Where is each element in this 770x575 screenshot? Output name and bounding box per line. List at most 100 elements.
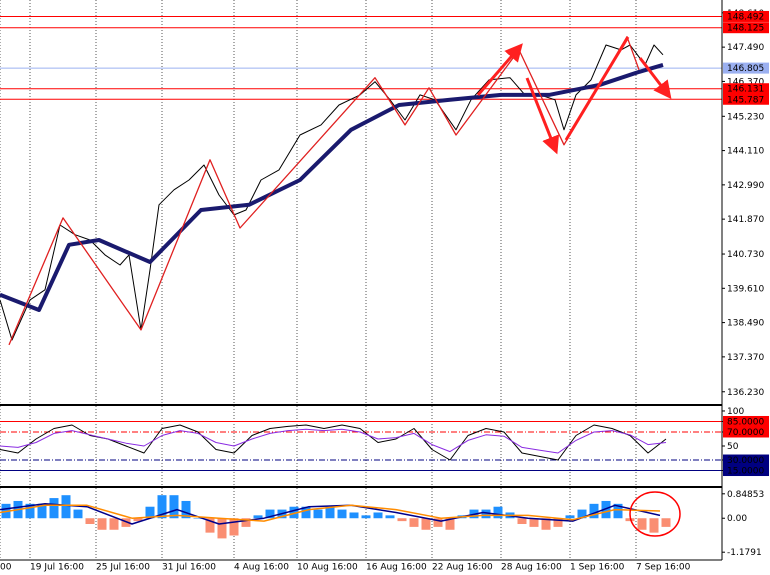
- x-tick-label: 19 Jul 16:00: [30, 563, 84, 573]
- line-series: [0, 428, 667, 454]
- level-label: 148.125: [727, 24, 764, 34]
- level-label-box: [723, 62, 769, 74]
- arrow: [564, 36, 630, 141]
- histogram-bar: [97, 518, 107, 530]
- histogram-bar: [217, 518, 227, 539]
- histogram-bar: [157, 495, 167, 519]
- arrow: [638, 57, 672, 100]
- x-axis-area: [0, 560, 722, 575]
- x-tick-label: 25 Jul 16:00: [96, 563, 150, 573]
- histogram-bar: [289, 506, 299, 519]
- x-tick-label: 16 Aug 16:00: [366, 563, 427, 573]
- y-tick-label: 50: [727, 442, 739, 452]
- y-tick-label: 0.84853: [727, 490, 764, 500]
- histogram-bar: [625, 518, 635, 522]
- level-label-box: [723, 22, 769, 34]
- y-tick-label: 140.730: [727, 250, 764, 260]
- histogram-bar: [181, 500, 191, 519]
- histogram-bar: [637, 518, 647, 530]
- y-tick-label: 30.0000: [727, 456, 764, 466]
- histogram-bar: [25, 503, 35, 519]
- histogram-bar: [409, 518, 419, 527]
- histogram-bar: [481, 509, 491, 519]
- histogram-bar: [373, 512, 383, 519]
- arrow: [476, 43, 523, 96]
- histogram-bar: [385, 515, 395, 519]
- y-tick-label: 142.990: [727, 181, 764, 191]
- x-tick-label: 10 Aug 16:00: [297, 563, 358, 573]
- level-label-box: [723, 10, 769, 22]
- annotations: [476, 36, 681, 537]
- histogram-bar: [193, 518, 203, 519]
- histogram-bar: [517, 518, 527, 524]
- histogram-bar: [361, 515, 371, 519]
- labels: 148.610147.490146.370145.230144.110142.9…: [0, 9, 769, 573]
- y-tick-label: 145.230: [727, 112, 764, 122]
- histogram-bar: [85, 518, 95, 524]
- y-tick-label: 136.230: [727, 388, 764, 398]
- histogram-bar: [37, 503, 47, 519]
- histogram-bar: [661, 518, 671, 527]
- y-tick-label: 100: [727, 407, 744, 417]
- y-tick-label: 15.0000: [727, 467, 764, 477]
- histogram-bar: [325, 506, 335, 519]
- histogram-bar: [265, 509, 275, 519]
- x-tick-label: 28 Aug 16:00: [501, 563, 562, 573]
- histogram-bar: [337, 509, 347, 519]
- x-tick-label: 7 Sep 16:00: [636, 563, 691, 573]
- histogram-bar: [109, 518, 119, 530]
- line-series: [0, 62, 664, 312]
- level-label: 146.131: [727, 85, 764, 95]
- level-label: 148.492: [727, 12, 764, 22]
- histogram-bar: [49, 498, 59, 519]
- x-tick-label: 22 Aug 16:00: [432, 563, 493, 573]
- y-tick-label: 0.00: [727, 514, 747, 524]
- histogram-bar: [421, 518, 431, 530]
- y-tick-label: -1.1791: [727, 548, 762, 558]
- histogram-bar: [205, 518, 215, 533]
- histogram-bar: [133, 518, 143, 522]
- line-series: [0, 503, 661, 525]
- x-tick-label: 31 Jul 16:00: [162, 563, 216, 573]
- histogram-bar: [541, 518, 551, 530]
- histogram-bar: [397, 518, 407, 522]
- y-tick-label: 137.370: [727, 353, 764, 363]
- histogram-bar: [253, 515, 263, 519]
- level-label: 145.787: [727, 95, 764, 105]
- histogram-bar: [529, 518, 539, 527]
- histogram-bar: [589, 503, 599, 519]
- level-label-box: [723, 465, 769, 477]
- histogram-bar: [169, 495, 179, 519]
- y-tick-label: 146.370: [727, 77, 764, 87]
- level-label-box: [723, 83, 769, 95]
- histogram-bar: [577, 509, 587, 519]
- histogram-bar: [601, 500, 611, 519]
- line-series: [0, 44, 664, 341]
- histogram-bar: [553, 518, 563, 527]
- x-tick-label: 4 Aug 16:00: [234, 563, 289, 573]
- y-tick-label: 85.0000: [727, 417, 764, 427]
- histogram-bar: [229, 518, 239, 536]
- arrow: [525, 77, 560, 155]
- histogram-bar: [301, 506, 311, 519]
- histogram-bar: [145, 506, 155, 519]
- y-tick-label: 144.110: [727, 147, 764, 157]
- histogram-bar: [445, 518, 455, 530]
- y-tick-label: 139.610: [727, 284, 764, 294]
- histogram-bar: [121, 518, 131, 527]
- histogram-bar: [61, 495, 71, 519]
- histogram-bar: [565, 515, 575, 519]
- y-tick-label: 138.490: [727, 319, 764, 329]
- line-series: [0, 504, 661, 522]
- y-tick-label: 70.0000: [727, 428, 764, 438]
- histogram-bar: [313, 509, 323, 519]
- level-label-box: [723, 454, 769, 466]
- level-label-box: [723, 415, 769, 427]
- highlight-circle: [629, 491, 681, 537]
- level-label: 146.805: [727, 64, 764, 74]
- line-series: [8, 36, 640, 346]
- histogram-bar: [649, 518, 659, 533]
